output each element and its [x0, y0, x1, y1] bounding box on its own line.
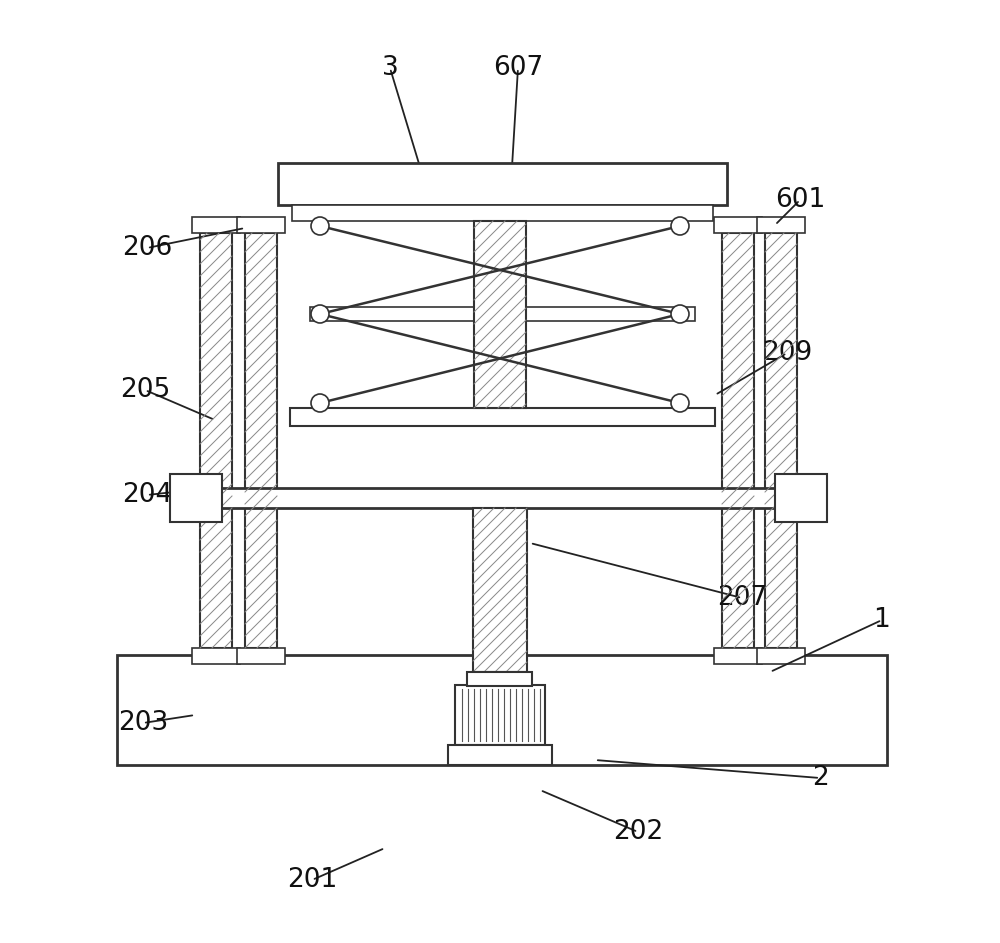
Text: 204: 204: [122, 482, 172, 508]
Text: 207: 207: [717, 585, 767, 611]
Text: 607: 607: [493, 55, 543, 81]
Bar: [757, 217, 805, 233]
Bar: [474, 221, 526, 408]
Circle shape: [311, 217, 329, 235]
Bar: [467, 672, 532, 686]
Text: 203: 203: [118, 710, 168, 736]
Circle shape: [311, 394, 329, 412]
Text: 202: 202: [613, 819, 663, 845]
Bar: [775, 474, 827, 522]
Bar: [448, 745, 552, 765]
Bar: [292, 205, 713, 221]
Text: 201: 201: [287, 867, 337, 893]
Bar: [722, 233, 754, 648]
Bar: [765, 233, 797, 648]
Circle shape: [671, 217, 689, 235]
Bar: [117, 655, 887, 765]
Text: 601: 601: [775, 187, 825, 213]
Bar: [278, 163, 727, 205]
Text: 3: 3: [382, 55, 398, 81]
Bar: [192, 217, 240, 233]
Text: 205: 205: [120, 377, 170, 403]
Text: 1: 1: [874, 607, 890, 633]
Bar: [192, 648, 240, 664]
Bar: [757, 648, 805, 664]
Text: 209: 209: [762, 340, 812, 366]
Bar: [245, 233, 277, 648]
Bar: [200, 233, 232, 648]
Bar: [170, 474, 222, 522]
Circle shape: [671, 305, 689, 323]
Bar: [455, 685, 545, 745]
Text: 206: 206: [122, 235, 172, 261]
Bar: [237, 217, 285, 233]
Bar: [190, 488, 807, 508]
Bar: [714, 648, 762, 664]
Bar: [473, 508, 527, 672]
Bar: [714, 217, 762, 233]
Bar: [310, 307, 695, 321]
Circle shape: [311, 305, 329, 323]
Circle shape: [671, 394, 689, 412]
Text: 2: 2: [812, 765, 828, 791]
Bar: [237, 648, 285, 664]
Bar: [290, 408, 715, 426]
